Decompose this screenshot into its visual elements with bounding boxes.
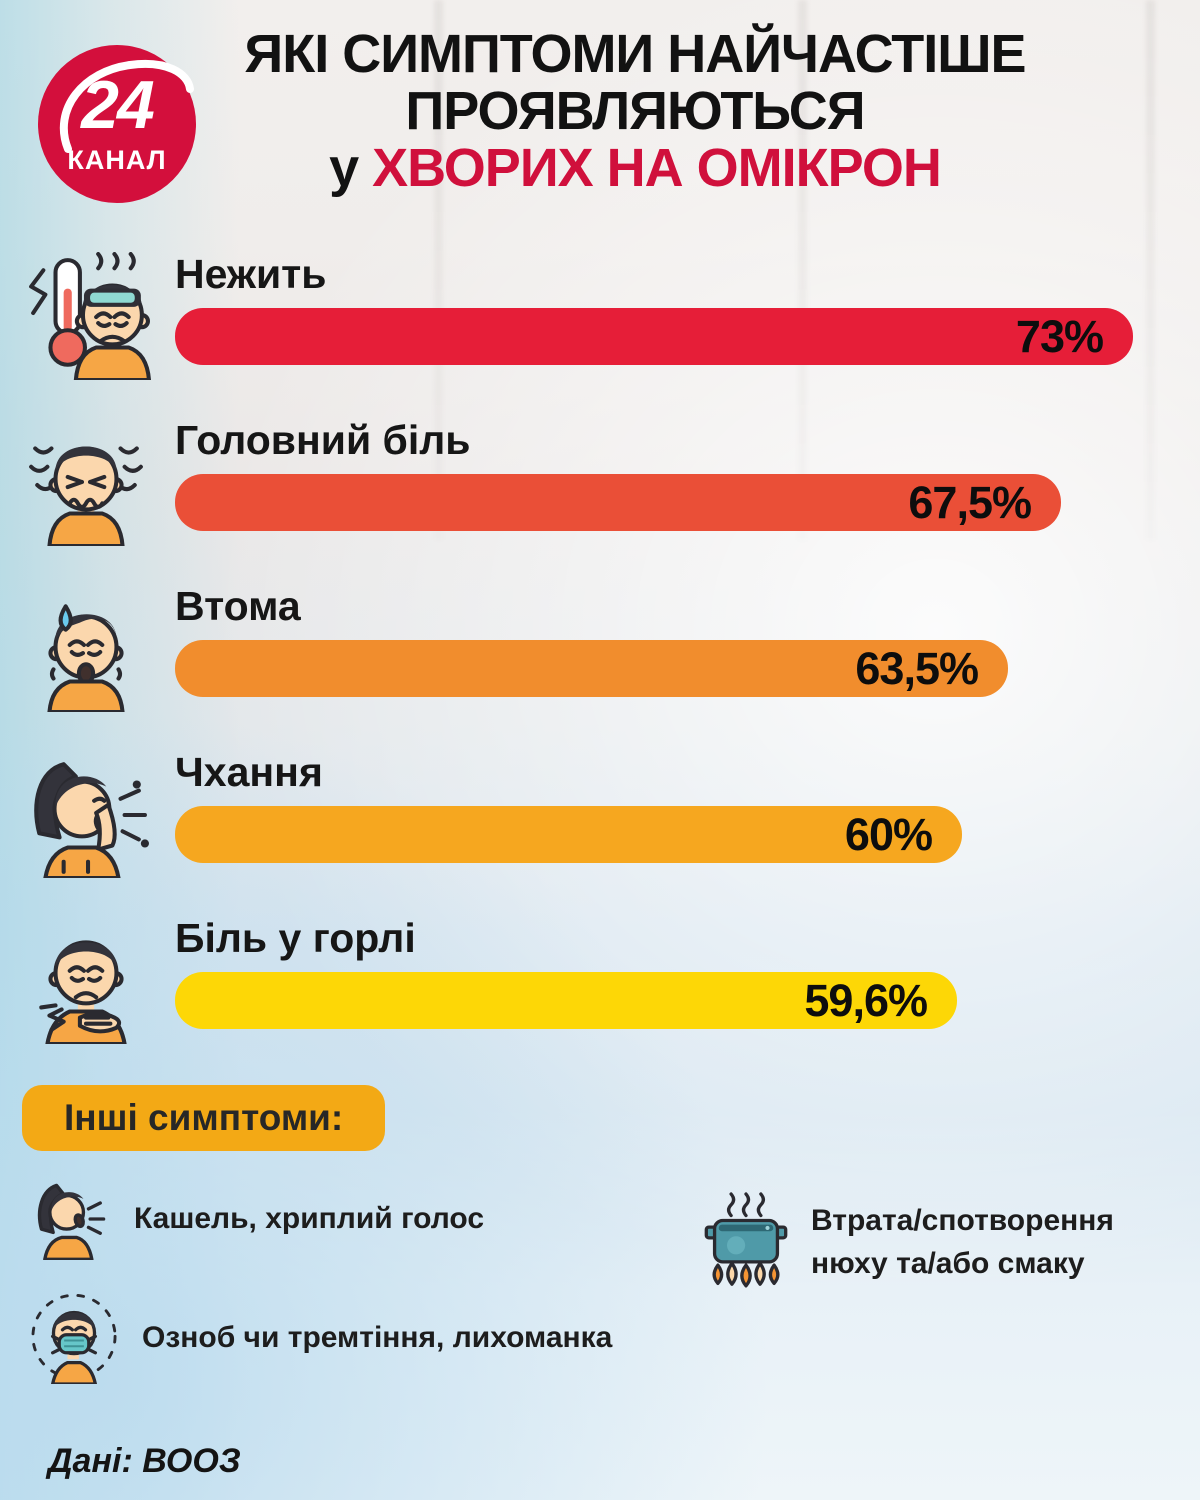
other-symptoms-right-column: Втрата/спотворення нюху та/або смаку: [703, 1192, 1173, 1324]
headache-icon: [16, 418, 156, 549]
headboard-seam: [1146, 0, 1155, 540]
sore-throat-icon: [16, 916, 156, 1047]
symptom-bar: 59,6%: [175, 972, 957, 1029]
other-symptom-text: Втрата/спотворення нюху та/або смаку: [811, 1203, 1114, 1281]
title-line3-prefix: у: [329, 138, 373, 199]
symptom-label: Чхання: [175, 749, 323, 795]
symptom-label: Втома: [175, 583, 301, 629]
symptom-bar: 67,5%: [175, 474, 1061, 531]
logo-number: 24: [81, 67, 155, 143]
data-source: Дані: ВООЗ: [48, 1442, 241, 1480]
other-symptoms-left-column: Кашель, хриплий голос Озноб чи тремтіння…: [28, 1178, 668, 1416]
symptom-value: 67,5%: [908, 476, 1032, 528]
list-item: Кашель, хриплий голос: [28, 1178, 668, 1260]
symptom-bar: 73%: [175, 308, 1133, 365]
symptom-bar: 60%: [175, 806, 962, 863]
symptom-value: 63,5%: [855, 642, 979, 694]
channel-24-logo: 24 КАНАЛ: [38, 45, 196, 203]
headboard-seam: [434, 0, 443, 540]
symptom-label: Головний біль: [175, 417, 471, 463]
fever-icon: [16, 252, 156, 383]
symptom-row: Втома 63,5%: [0, 580, 1200, 746]
logo-swoosh-icon: [59, 59, 194, 153]
headboard-seam: [798, 0, 807, 540]
other-symptoms-heading: Інші симптоми:: [22, 1085, 386, 1151]
other-symptom-text: Озноб чи тремтіння, лихоманка: [142, 1321, 613, 1355]
symptom-label: Нежить: [175, 251, 327, 297]
title-line2: ПРОЯВЛЯЮТЬСЯ: [405, 81, 865, 142]
symptom-row: Біль у горлі 59,6%: [0, 912, 1200, 1078]
page-title: ЯКІ СИМПТОМИ НАЙЧАСТІШЕ ПРОЯВЛЯЮТЬСЯ у Х…: [205, 24, 1065, 199]
pot-icon: [703, 1192, 789, 1292]
symptom-value: 73%: [1015, 310, 1104, 362]
logo-caption: КАНАЛ: [67, 145, 167, 175]
symptom-row: Чхання 60%: [0, 746, 1200, 912]
sneezing-icon: [16, 750, 156, 881]
symptom-value: 60%: [844, 808, 933, 860]
symptom-row: Нежить 73%: [0, 248, 1200, 414]
chills-icon: [28, 1292, 120, 1384]
list-item: Втрата/спотворення нюху та/або смаку: [703, 1192, 1173, 1292]
symptom-chart: Нежить 73%: [0, 248, 1200, 1078]
symptom-value: 59,6%: [804, 974, 928, 1026]
title-line1: ЯКІ СИМПТОМИ НАЙЧАСТІШЕ: [244, 24, 1026, 84]
cough-icon: [28, 1178, 112, 1260]
symptom-bar: 63,5%: [175, 640, 1008, 697]
title-line3-highlight: ХВОРИХ НА ОМІКРОН: [372, 138, 942, 199]
symptom-label: Біль у горлі: [175, 915, 416, 961]
other-symptom-text: Кашель, хриплий голос: [134, 1202, 485, 1236]
list-item: Озноб чи тремтіння, лихоманка: [28, 1292, 668, 1384]
symptom-row: Головний біль 67,5%: [0, 414, 1200, 580]
fatigue-icon: [16, 584, 156, 715]
